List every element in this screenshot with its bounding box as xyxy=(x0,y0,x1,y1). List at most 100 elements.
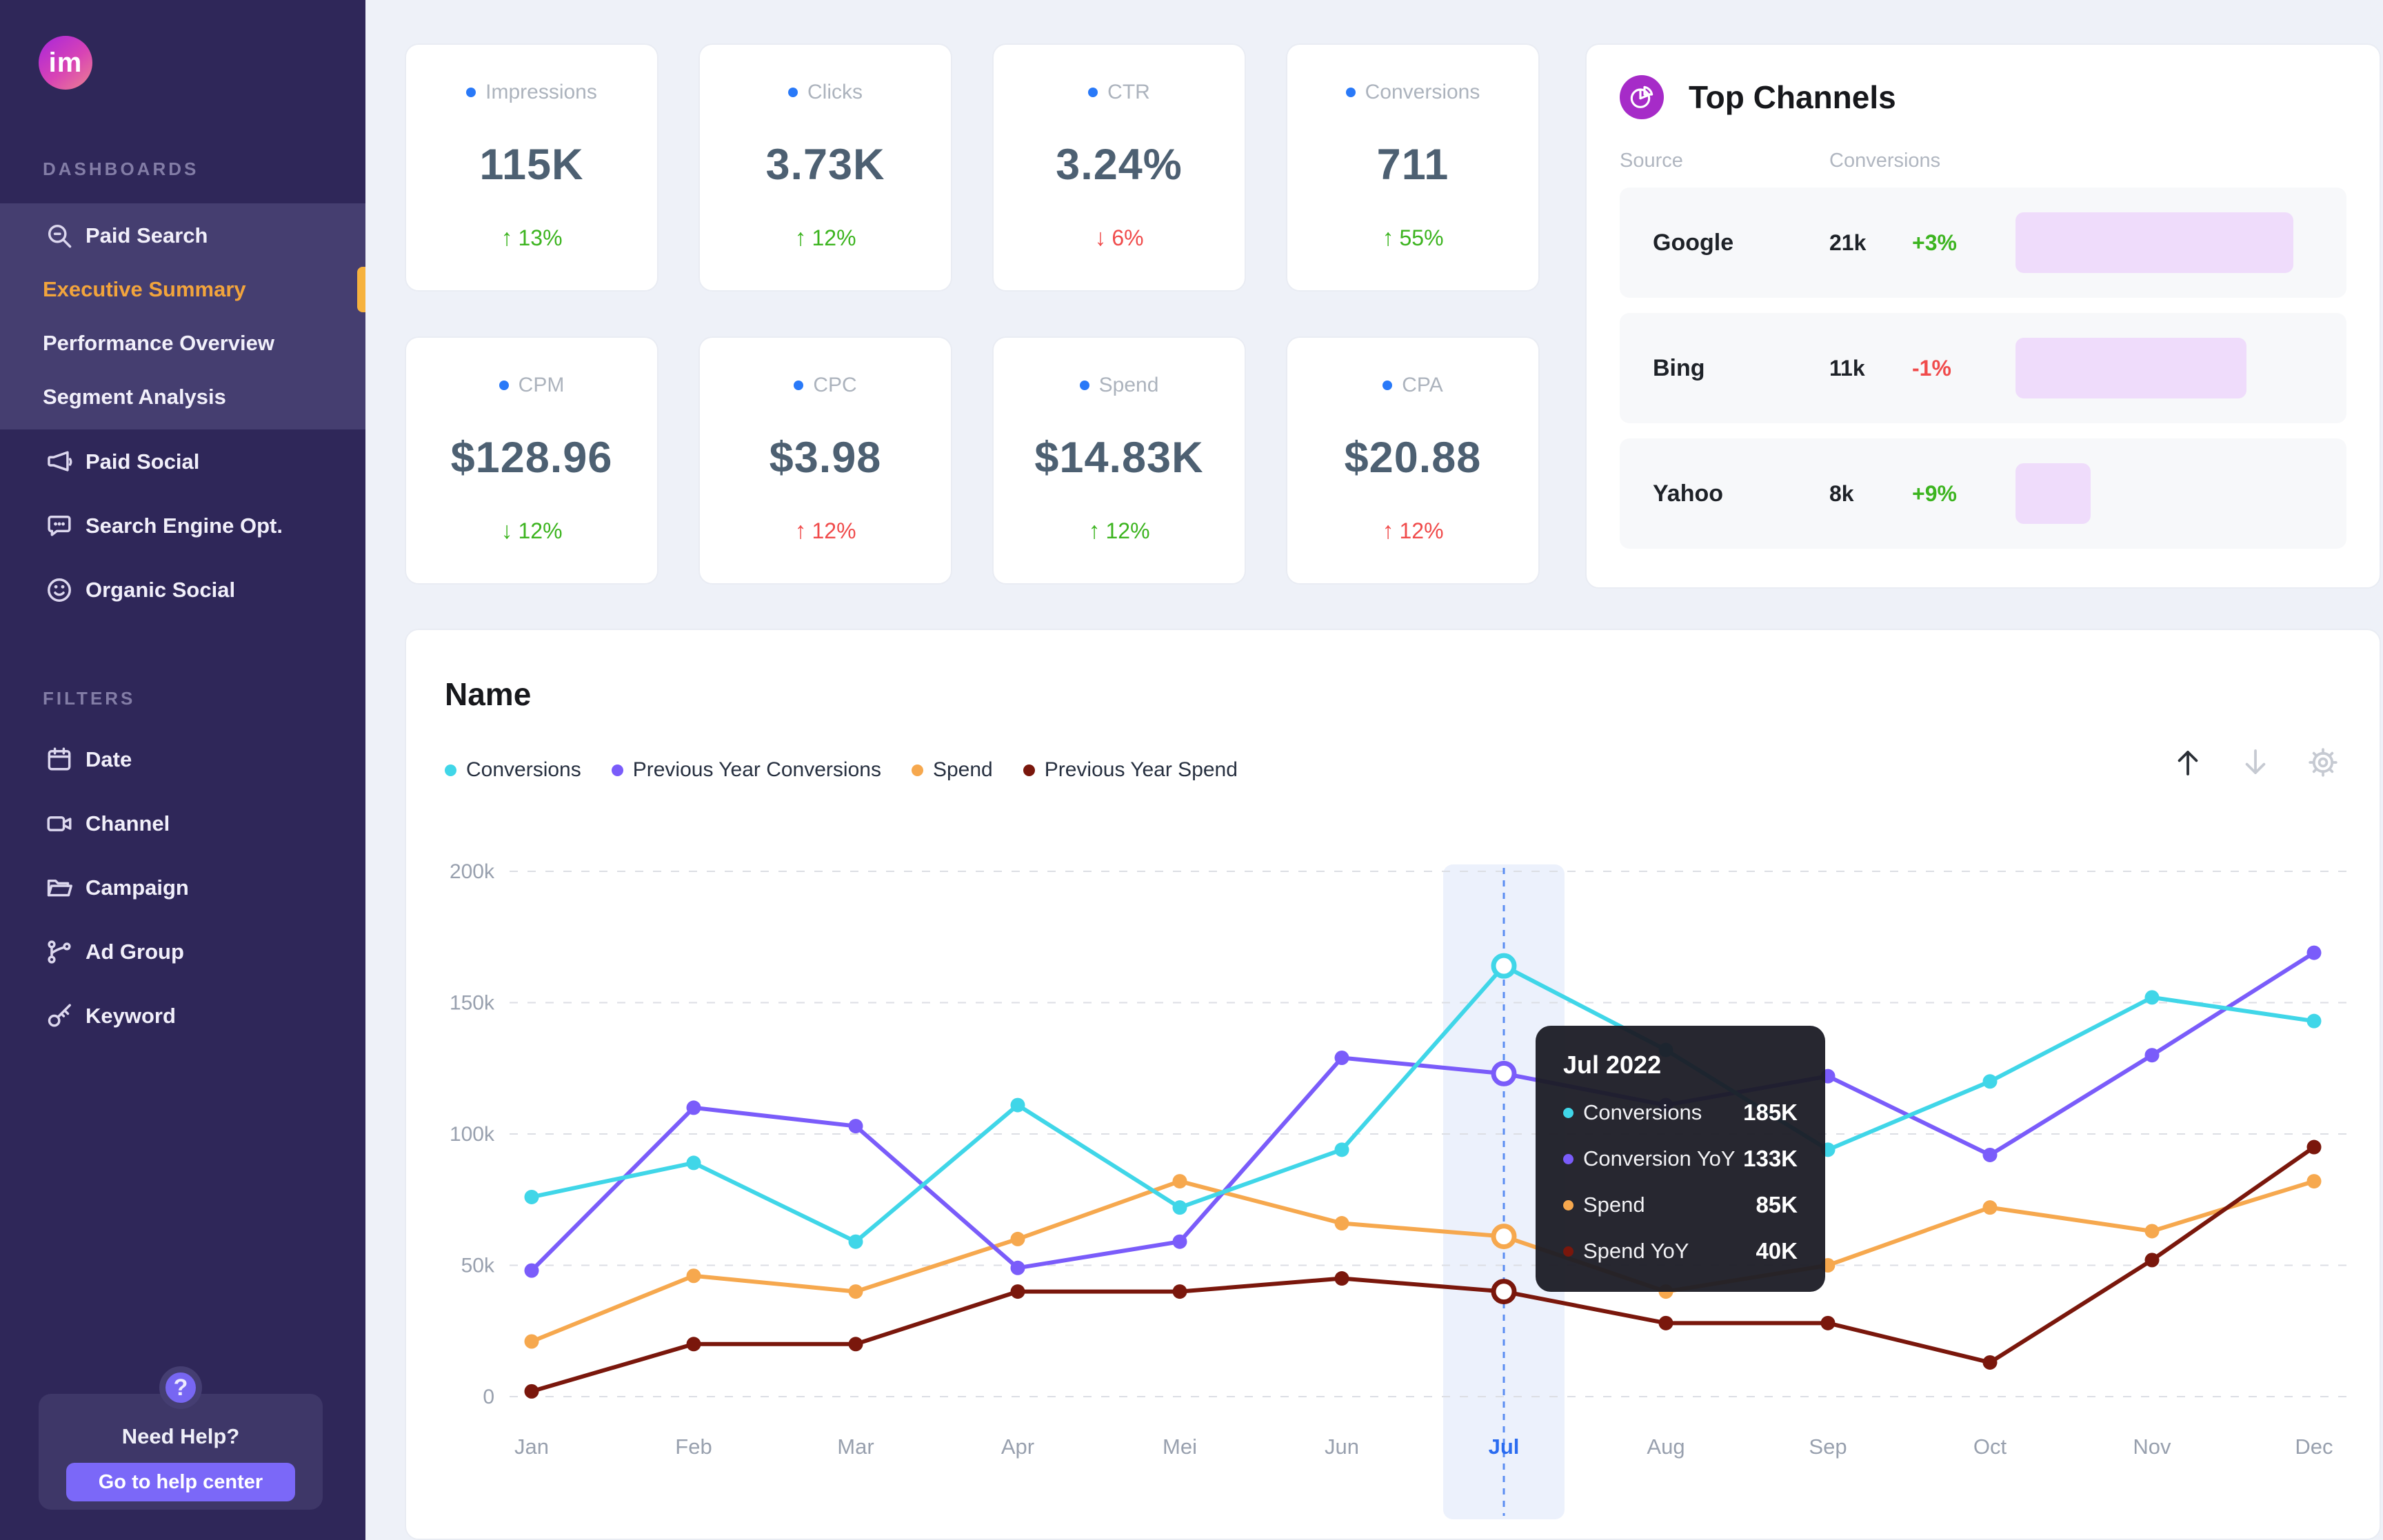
data-point[interactable] xyxy=(1334,1216,1349,1231)
sidebar-item-label: Executive Summary xyxy=(43,277,246,301)
sidebar-item-paid-social[interactable]: Paid Social xyxy=(0,429,365,494)
kpi-dot xyxy=(794,381,804,390)
data-point[interactable] xyxy=(2144,1224,2160,1239)
data-point[interactable] xyxy=(1658,1315,1673,1330)
tooltip-series-value: 40K xyxy=(1756,1238,1798,1264)
filter-item-campaign[interactable]: Campaign xyxy=(0,855,365,920)
sidebar-nav: DASHBOARDS Paid Search Executive Summary P… xyxy=(0,159,365,1048)
data-point[interactable] xyxy=(1010,1231,1025,1246)
data-point[interactable] xyxy=(1172,1174,1187,1189)
sidebar-item-search-engine-opt-[interactable]: Search Engine Opt. xyxy=(0,494,365,558)
chart-legend: Conversions Previous Year Conversions Spen… xyxy=(445,758,1238,782)
highlighted-data-point[interactable] xyxy=(1491,1224,1517,1250)
filter-item-channel[interactable]: Channel xyxy=(0,791,365,855)
data-point[interactable] xyxy=(1982,1074,1998,1089)
data-point[interactable] xyxy=(1982,1200,1998,1215)
x-axis-label-sep: Sep xyxy=(1809,1435,1847,1459)
sidebar: im DASHBOARDS Paid Search Executive Summa… xyxy=(0,0,365,1540)
tooltip-series-value: 133K xyxy=(1743,1146,1798,1171)
filter-item-ad-group[interactable]: Ad Group xyxy=(0,920,365,984)
kpi-card-spend: Spend $14.83K ↑ 12% xyxy=(992,336,1246,585)
tooltip-series-label: Spend xyxy=(1583,1193,1645,1217)
data-point[interactable] xyxy=(2144,1048,2160,1063)
highlighted-data-point[interactable] xyxy=(1491,953,1517,979)
data-point[interactable] xyxy=(2306,1013,2322,1029)
filter-item-label: Ad Group xyxy=(86,939,184,964)
data-point[interactable] xyxy=(1334,1142,1349,1157)
data-point[interactable] xyxy=(848,1119,863,1134)
data-point[interactable] xyxy=(2306,1174,2322,1189)
sort-up-icon[interactable] xyxy=(2171,746,2204,779)
gear-icon[interactable] xyxy=(2306,746,2340,779)
channel-source: Yahoo xyxy=(1653,480,1724,507)
data-point[interactable] xyxy=(848,1337,863,1352)
sidebar-item-segment-analysis[interactable]: Segment Analysis xyxy=(0,370,365,424)
data-point[interactable] xyxy=(2144,1253,2160,1268)
x-axis-label-dec: Dec xyxy=(2295,1435,2333,1459)
sidebar-item-paid-search[interactable]: Paid Search xyxy=(0,209,365,263)
data-point[interactable] xyxy=(1172,1234,1187,1249)
data-point[interactable] xyxy=(1010,1260,1025,1275)
data-point[interactable] xyxy=(2144,990,2160,1005)
folder-icon xyxy=(44,873,74,903)
legend-item-conversions[interactable]: Conversions xyxy=(445,758,581,782)
help-icon[interactable]: ? xyxy=(159,1366,202,1409)
smiley-icon xyxy=(44,575,74,605)
data-point[interactable] xyxy=(1820,1315,1836,1330)
sort-down-icon[interactable] xyxy=(2239,746,2272,779)
legend-item-spend[interactable]: Spend xyxy=(911,758,993,782)
sidebar-item-label: Search Engine Opt. xyxy=(86,513,283,538)
tooltip-row-spend-yoy: Spend YoY 40K xyxy=(1563,1238,1798,1264)
filter-item-date[interactable]: Date xyxy=(0,727,365,791)
data-point[interactable] xyxy=(686,1337,701,1352)
data-point[interactable] xyxy=(848,1284,863,1299)
filter-item-keyword[interactable]: Keyword xyxy=(0,984,365,1048)
sidebar-item-organic-social[interactable]: Organic Social xyxy=(0,558,365,622)
kpi-card-conversions: Conversions 711 ↑ 55% xyxy=(1286,43,1540,292)
x-axis-label-nov: Nov xyxy=(2133,1435,2171,1459)
data-point[interactable] xyxy=(1334,1051,1349,1066)
x-axis-label-oct: Oct xyxy=(1973,1435,2007,1459)
kpi-label: Conversions xyxy=(1365,81,1480,103)
data-point[interactable] xyxy=(1010,1097,1025,1113)
legend-item-previous-year-spend[interactable]: Previous Year Spend xyxy=(1023,758,1238,782)
kpi-value: $128.96 xyxy=(450,433,613,482)
legend-item-previous-year-conversions[interactable]: Previous Year Conversions xyxy=(611,758,881,782)
legend-label: Spend xyxy=(932,758,993,781)
data-point[interactable] xyxy=(1172,1284,1187,1299)
data-point[interactable] xyxy=(1172,1200,1187,1215)
data-point[interactable] xyxy=(1010,1284,1025,1299)
highlighted-data-point[interactable] xyxy=(1491,1060,1517,1086)
x-axis-label-feb: Feb xyxy=(675,1435,712,1459)
data-point[interactable] xyxy=(1982,1355,1998,1370)
data-point[interactable] xyxy=(848,1234,863,1249)
column-header-conversions: Conversions xyxy=(1829,150,1941,172)
app-logo[interactable]: im xyxy=(39,36,92,90)
data-point[interactable] xyxy=(524,1334,539,1349)
data-point[interactable] xyxy=(524,1263,539,1278)
sidebar-item-executive-summary[interactable]: Executive Summary xyxy=(0,263,365,316)
data-point[interactable] xyxy=(686,1100,701,1115)
channel-delta: +3% xyxy=(1912,230,1957,255)
data-point[interactable] xyxy=(1982,1147,1998,1162)
data-point[interactable] xyxy=(686,1268,701,1284)
tooltip-series-dot xyxy=(1563,1199,1573,1210)
data-point[interactable] xyxy=(686,1155,701,1171)
data-point[interactable] xyxy=(2306,1139,2322,1155)
filters-section-label: FILTERS xyxy=(43,688,136,709)
kpi-delta: 12% xyxy=(1105,518,1150,543)
sidebar-item-performance-overview[interactable]: Performance Overview xyxy=(0,316,365,370)
help-center-button[interactable]: Go to help center xyxy=(66,1463,295,1501)
series-line-0 xyxy=(530,964,2316,1244)
data-point[interactable] xyxy=(524,1189,539,1204)
line-chart-plot[interactable]: 200k 150k 100k 50k 0 Jan Feb Mar Apr Mei Jun Jul Aug… xyxy=(406,630,2381,1540)
trend-up-arrow-icon: ↑ xyxy=(1382,518,1394,544)
channel-bar xyxy=(2015,338,2246,398)
data-point[interactable] xyxy=(1334,1271,1349,1286)
kpi-label: Clicks xyxy=(807,81,863,103)
highlighted-data-point[interactable] xyxy=(1491,1279,1517,1305)
channel-conversions: 8k xyxy=(1829,480,1854,506)
data-point[interactable] xyxy=(524,1384,539,1399)
data-point[interactable] xyxy=(2306,945,2322,960)
tooltip-row-conversions: Conversions 185K xyxy=(1563,1100,1798,1126)
